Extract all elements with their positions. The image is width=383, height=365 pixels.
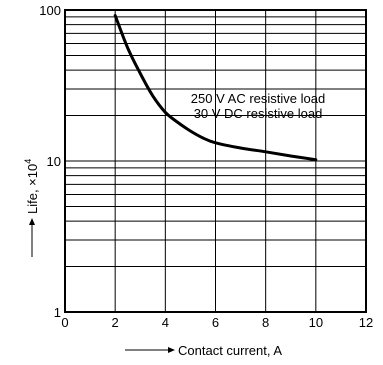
x-axis-arrowhead <box>168 347 175 353</box>
x-tick-label: 6 <box>212 315 219 330</box>
y-tick-labels: 1 10 100 <box>39 3 61 320</box>
x-axis-title: Contact current, A <box>178 343 282 358</box>
y-axis-title-exponent: 4 <box>23 159 33 164</box>
y-tick-label: 100 <box>39 3 61 18</box>
y-axis-title-text: Life, ×10 <box>25 164 40 214</box>
x-tick-label: 8 <box>262 315 269 330</box>
x-tick-label: 10 <box>309 315 323 330</box>
grid-lines <box>65 10 366 312</box>
series-line <box>113 14 318 162</box>
x-tick-label: 12 <box>359 315 373 330</box>
y-tick-label: 10 <box>47 154 61 169</box>
annotation-dc: 30 V DC resistive load <box>194 106 323 121</box>
y-axis-arrowhead <box>29 218 35 225</box>
y-axis-title-group: Life, ×104 <box>23 159 40 257</box>
y-axis-title: Life, ×104 <box>23 159 40 214</box>
x-tick-labels: 0 2 4 6 8 10 12 <box>61 315 373 330</box>
annotation-ac: 250 V AC resistive load <box>191 91 325 106</box>
plot-frame <box>64 9 367 313</box>
y-tick-label: 1 <box>54 305 61 320</box>
x-tick-label: 2 <box>112 315 119 330</box>
x-tick-label: 4 <box>162 315 169 330</box>
x-tick-label: 0 <box>61 315 68 330</box>
